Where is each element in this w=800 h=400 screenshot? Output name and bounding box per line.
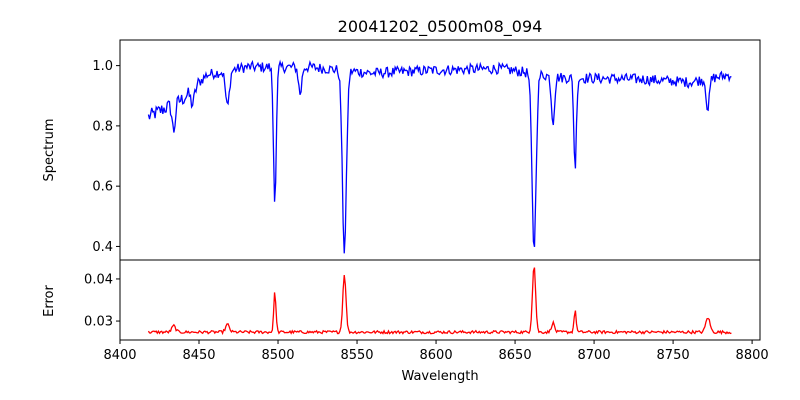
spectrum-y-tick-label: 0.8 <box>92 119 113 134</box>
spectrum-y-ticks: 0.4 0.6 0.8 1.0 <box>92 59 120 255</box>
x-tick-label: 8450 <box>182 348 215 363</box>
spectrum-y-tick-label: 1.0 <box>92 59 113 74</box>
error-y-tick-label: 0.04 <box>84 272 113 287</box>
error-line-group <box>147 267 732 336</box>
spectrum-panel: 0.4 0.6 0.8 1.0 Spectrum <box>42 39 761 261</box>
x-tick-label: 8550 <box>340 348 373 363</box>
error-y-tick-label: 0.03 <box>84 315 113 330</box>
x-tick-label: 8800 <box>736 348 769 363</box>
spectrum-y-tick-label: 0.6 <box>92 180 113 195</box>
error-y-ticks: 0.03 0.04 <box>84 272 120 330</box>
error-series-line <box>147 267 732 336</box>
x-tick-label: 8650 <box>499 348 532 363</box>
spectrum-series-line <box>147 59 732 254</box>
x-axis-ticks: 8400 8450 8500 8550 8600 8650 8700 8750 8800 <box>103 340 769 363</box>
error-panel: 0.03 0.04 Error <box>42 259 761 341</box>
x-tick-label: 8750 <box>657 348 690 363</box>
error-axes-frame <box>119 259 761 341</box>
x-tick-label: 8500 <box>261 348 294 363</box>
x-tick-label: 8700 <box>578 348 611 363</box>
x-axis-label: Wavelength <box>401 369 478 384</box>
chart-title: 20041202_0500m08_094 <box>338 17 543 37</box>
x-tick-label: 8400 <box>103 348 136 363</box>
error-y-axis-label: Error <box>42 285 57 317</box>
spectrum-line-group <box>147 59 732 254</box>
x-tick-label: 8600 <box>420 348 453 363</box>
spectrum-y-tick-label: 0.4 <box>92 240 113 255</box>
spectrum-y-axis-label: Spectrum <box>42 119 57 182</box>
